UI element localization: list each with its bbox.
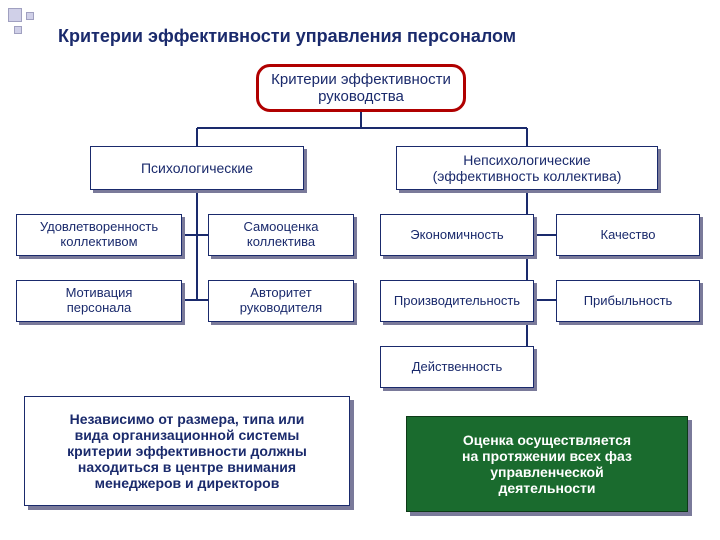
slide-title-bar: Критерии эффективности управления персон… (30, 20, 690, 52)
note-right: Оценка осуществляется на протяжении всех… (406, 416, 688, 512)
tree-root: Критерии эффективности руководства (256, 64, 466, 112)
leaf-left-2: Мотивация персонала (16, 280, 182, 322)
slide-title: Критерии эффективности управления персон… (58, 26, 516, 47)
mid-node-psychological: Психологические (90, 146, 304, 190)
mid-node-nonpsychological: Непсихологические (эффективность коллект… (396, 146, 658, 190)
leaf-right-4: Экономичность (380, 214, 534, 256)
leaf-right-6: Производительность (380, 280, 534, 322)
leaf-left-1: Самооценка коллектива (208, 214, 354, 256)
leaf-left-0: Удовлетворенность коллективом (16, 214, 182, 256)
leaf-right-8: Действенность (380, 346, 534, 388)
leaf-right-5: Качество (556, 214, 700, 256)
leaf-left-3: Авторитет руководителя (208, 280, 354, 322)
note-left: Независимо от размера, типа или вида орг… (24, 396, 350, 506)
leaf-right-7: Прибыльность (556, 280, 700, 322)
